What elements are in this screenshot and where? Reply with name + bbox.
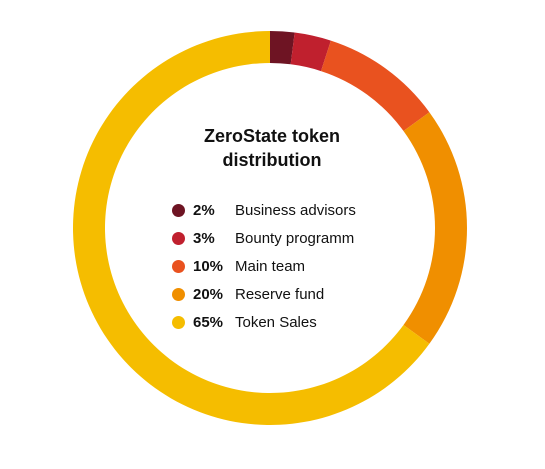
chart-title-line-1: ZeroState token xyxy=(203,126,341,146)
donut-slice-bounty-programm xyxy=(290,32,331,72)
legend-item-reserve-fund: 20% Reserve fund xyxy=(172,280,392,308)
legend-label: Main team xyxy=(235,257,306,275)
legend-dot xyxy=(172,287,185,301)
legend-value: 10% xyxy=(193,257,224,275)
legend-dot xyxy=(172,203,185,217)
legend: 2% Business advisors 3% Bounty programm … xyxy=(172,196,392,336)
legend-item-token-sales: 65% Token Sales xyxy=(172,308,392,336)
legend-value: 20% xyxy=(193,285,224,303)
chart-title-line-2: distribution xyxy=(222,150,322,170)
donut-slice-reserve-fund xyxy=(403,112,467,344)
legend-label: Business advisors xyxy=(235,201,356,219)
donut-slice-main-team xyxy=(320,40,430,132)
legend-item-business-advisors: 2% Business advisors xyxy=(172,196,392,224)
legend-value: 2% xyxy=(193,201,215,219)
legend-item-bounty-programm: 3% Bounty programm xyxy=(172,224,392,252)
chart-title: ZeroState token distribution xyxy=(172,124,372,172)
legend-dot xyxy=(172,259,185,273)
legend-dot xyxy=(172,315,185,329)
donut-slice-business-advisors xyxy=(270,31,295,65)
legend-value: 3% xyxy=(193,229,215,247)
legend-label: Bounty programm xyxy=(235,229,355,247)
legend-dot xyxy=(172,231,185,245)
legend-label: Token Sales xyxy=(235,313,317,331)
legend-value: 65% xyxy=(193,313,224,331)
legend-label: Reserve fund xyxy=(235,285,325,303)
legend-item-main-team: 10% Main team xyxy=(172,252,392,280)
